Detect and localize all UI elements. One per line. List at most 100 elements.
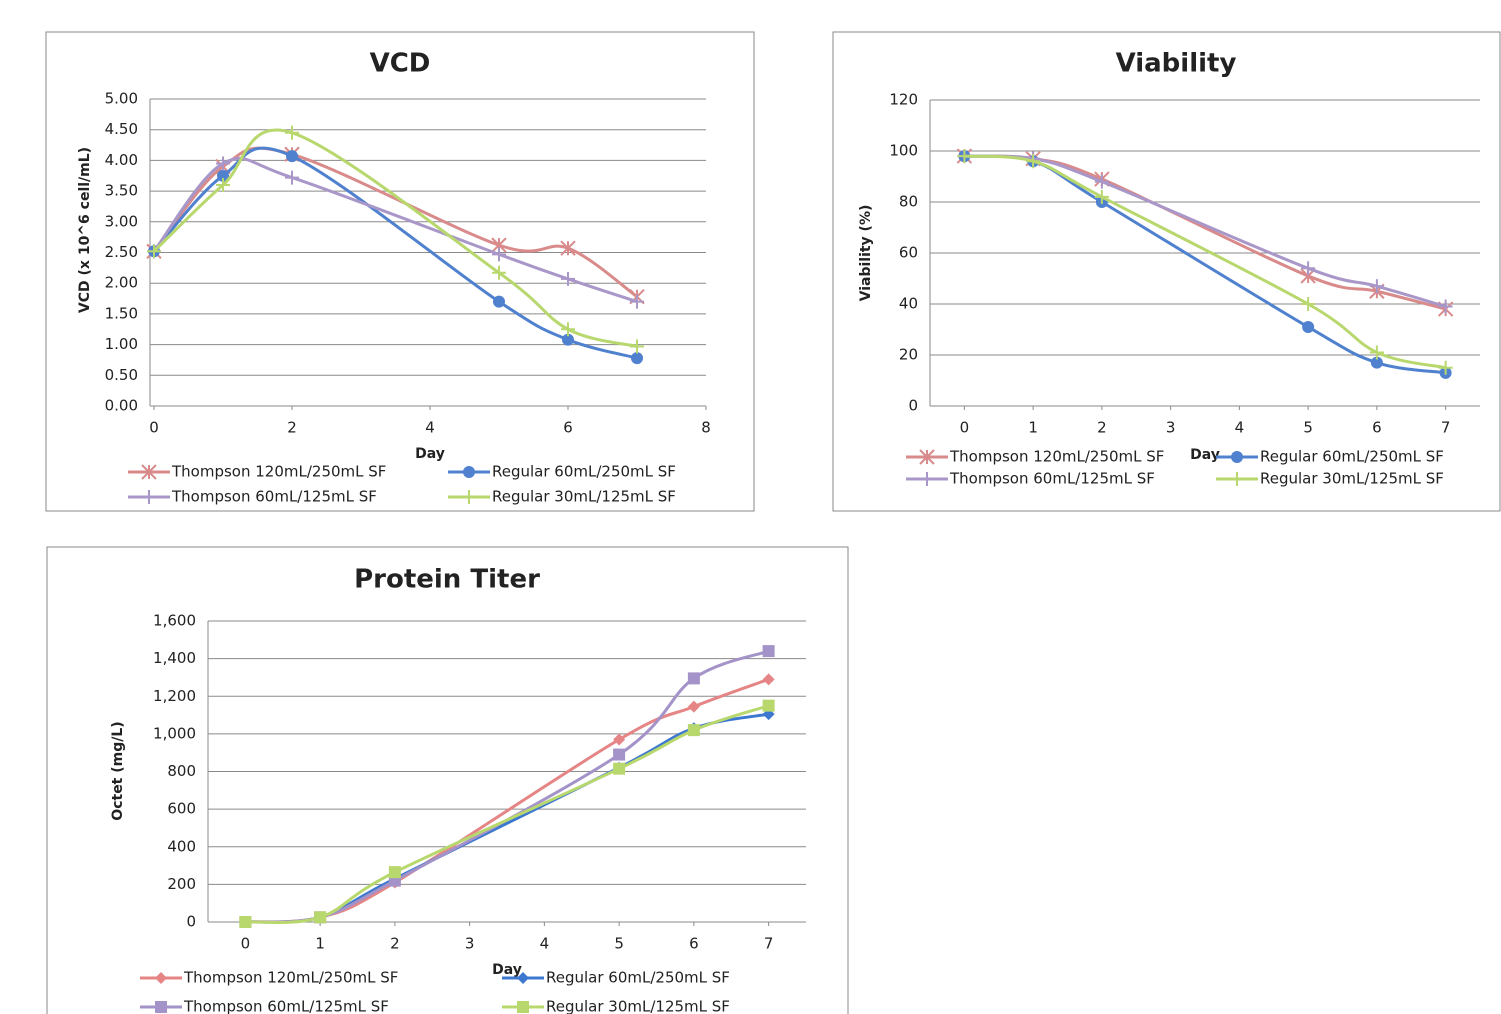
marker (631, 352, 643, 365)
y-tick-label: 1,600 (153, 612, 196, 630)
marker (762, 645, 775, 658)
chart-title: VCD (370, 49, 431, 79)
marker (560, 240, 576, 256)
legend-label: Thompson 60mL/125mL SF (183, 998, 389, 1014)
x-tick-label: 6 (689, 935, 699, 953)
legend-label: Thompson 120mL/250mL SF (183, 969, 398, 987)
y-tick-label: 80 (899, 193, 918, 211)
x-tick-label: 7 (764, 935, 774, 953)
marker (1094, 174, 1109, 189)
y-axis-title: VCD (x 10^6 cell/mL) (77, 147, 93, 313)
marker (687, 724, 700, 737)
legend-label: Regular 60mL/250mL SF (492, 463, 676, 481)
marker (561, 271, 575, 286)
marker (1301, 297, 1316, 311)
x-tick-label: 4 (1235, 419, 1245, 437)
y-tick-label: 3.00 (105, 212, 138, 230)
marker (155, 1001, 167, 1013)
marker (919, 449, 935, 465)
x-tick-label: 3 (465, 935, 475, 953)
marker (762, 673, 775, 686)
x-tick-label: 0 (960, 419, 970, 437)
marker (687, 672, 700, 685)
marker (314, 911, 327, 924)
x-axis-title: Day (492, 962, 522, 978)
marker (155, 972, 167, 984)
marker (630, 294, 644, 309)
y-tick-label: 40 (899, 295, 918, 313)
y-tick-label: 400 (167, 837, 196, 855)
x-axis-title: Day (415, 446, 445, 462)
marker (463, 466, 475, 478)
marker (1026, 154, 1041, 169)
marker (1369, 279, 1384, 294)
marker (1301, 261, 1316, 276)
legend-label: Thompson 120mL/250mL SF (949, 448, 1164, 466)
y-tick-label: 5.00 (105, 90, 138, 108)
x-tick-label: 8 (701, 419, 711, 437)
y-tick-label: 1.00 (105, 335, 138, 353)
x-tick-label: 0 (149, 419, 159, 437)
legend-label: Regular 60mL/250mL SF (1260, 448, 1444, 466)
x-tick-label: 2 (287, 419, 297, 437)
marker (920, 472, 934, 486)
y-tick-label: 0 (186, 913, 196, 931)
y-tick-label: 200 (167, 875, 196, 893)
x-tick-label: 5 (1303, 419, 1313, 437)
marker (1438, 299, 1453, 314)
legend-label: Regular 60mL/250mL SF (546, 969, 730, 987)
marker (216, 156, 230, 171)
y-tick-label: 800 (167, 762, 196, 780)
y-tick-label: 1,000 (153, 724, 196, 742)
y-tick-label: 3.50 (105, 182, 138, 200)
chart-frame (45, 31, 755, 512)
y-tick-label: 0 (908, 397, 918, 415)
marker (1302, 320, 1315, 333)
marker (1369, 345, 1384, 360)
legend-label: Regular 30mL/125mL SF (546, 998, 730, 1014)
y-tick-label: 0.50 (105, 366, 138, 384)
marker (285, 170, 299, 185)
y-axis-title: Octet (mg/L) (110, 721, 126, 820)
marker (762, 699, 775, 712)
y-tick-label: 4.50 (105, 120, 138, 138)
marker (462, 490, 476, 504)
legend-label: Thompson 60mL/125mL SF (171, 488, 377, 506)
y-tick-label: 120 (889, 91, 918, 109)
marker (285, 125, 299, 140)
chart-frame (46, 546, 849, 1014)
y-tick-label: 2.50 (105, 243, 138, 261)
y-tick-label: 4.00 (105, 151, 138, 169)
marker (286, 150, 298, 163)
legend-label: Regular 30mL/125mL SF (492, 488, 676, 506)
x-tick-label: 4 (540, 935, 550, 953)
y-tick-label: 1,200 (153, 687, 196, 705)
marker (1231, 451, 1243, 463)
marker (216, 177, 230, 192)
marker (492, 265, 506, 280)
marker (613, 748, 626, 761)
chart-frame (832, 31, 1501, 512)
x-tick-label: 2 (1097, 419, 1107, 437)
y-tick-label: 100 (889, 142, 918, 160)
x-axis-title: Day (1190, 447, 1220, 463)
y-tick-label: 20 (899, 346, 918, 364)
marker (613, 762, 626, 775)
legend-label: Regular 30mL/125mL SF (1260, 470, 1444, 488)
x-tick-label: 2 (390, 935, 400, 953)
marker (562, 333, 574, 346)
x-tick-label: 7 (1441, 419, 1451, 437)
marker (613, 733, 626, 746)
legend-label: Thompson 120mL/250mL SF (171, 463, 386, 481)
x-tick-label: 1 (1028, 419, 1038, 437)
marker (217, 169, 229, 182)
y-tick-label: 1,400 (153, 649, 196, 667)
y-axis-title: Viability (%) (858, 205, 874, 302)
x-tick-label: 0 (241, 935, 251, 953)
x-tick-label: 6 (1372, 419, 1382, 437)
marker (1230, 472, 1244, 486)
y-tick-label: 600 (167, 800, 196, 818)
x-tick-label: 4 (425, 419, 435, 437)
marker (1438, 360, 1453, 375)
marker (630, 339, 644, 354)
